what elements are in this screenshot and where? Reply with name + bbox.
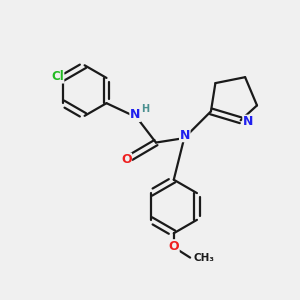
Text: N: N	[130, 108, 140, 122]
Text: H: H	[141, 104, 149, 114]
Text: O: O	[169, 240, 179, 253]
Text: O: O	[121, 153, 131, 166]
Text: Cl: Cl	[51, 70, 64, 83]
Text: CH₃: CH₃	[194, 253, 215, 262]
Text: N: N	[180, 129, 190, 142]
Text: N: N	[243, 115, 253, 128]
